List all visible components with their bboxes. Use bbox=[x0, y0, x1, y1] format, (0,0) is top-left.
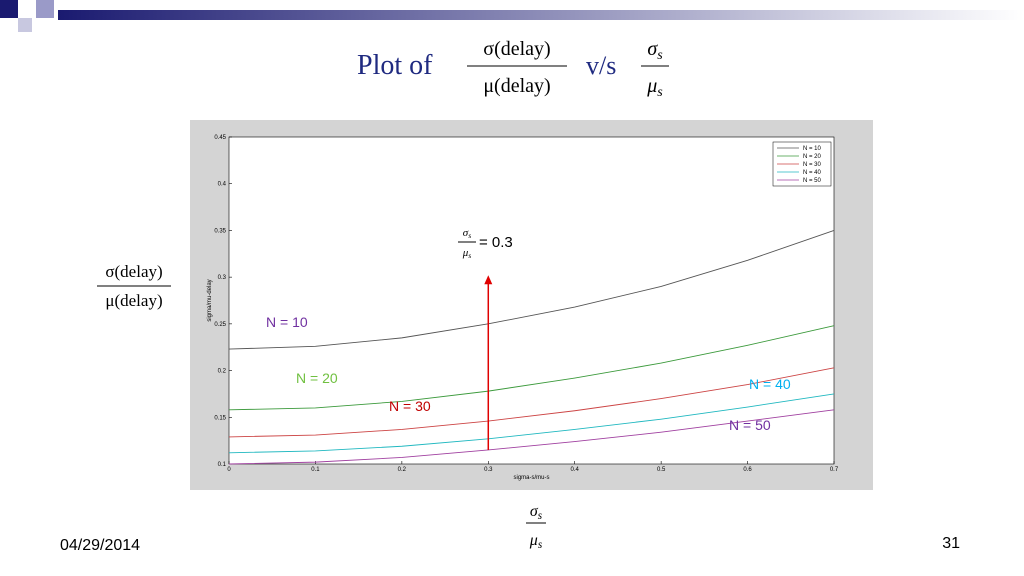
fraction-subscript: s bbox=[468, 251, 471, 260]
title-prefix: Plot of bbox=[357, 50, 433, 81]
series-annotation: N = 50 bbox=[729, 417, 771, 433]
series-line bbox=[228, 367, 835, 438]
fraction-text: μ bbox=[529, 532, 538, 549]
x-tick-label: 0.5 bbox=[657, 467, 666, 473]
fraction-den: μ(delay) bbox=[483, 75, 550, 97]
fraction-den: μs bbox=[529, 532, 543, 551]
y-tick-label: 0.45 bbox=[214, 135, 226, 141]
x-tick-label: 0.7 bbox=[830, 467, 839, 473]
series-line bbox=[228, 325, 835, 411]
x-tick-label: 0.1 bbox=[311, 467, 320, 473]
fraction-text: σ bbox=[530, 503, 539, 520]
fraction-subscript: s bbox=[657, 85, 663, 100]
legend-label: N = 40 bbox=[803, 170, 822, 176]
decor-square bbox=[0, 0, 18, 18]
plot-area bbox=[228, 136, 835, 465]
fraction-num: σs bbox=[463, 227, 471, 240]
fraction-den: μ(delay) bbox=[105, 291, 162, 310]
legend-label: N = 50 bbox=[803, 178, 822, 184]
fraction-subscript: s bbox=[657, 48, 663, 63]
fraction-den: μs bbox=[646, 75, 663, 100]
decor-bar bbox=[58, 10, 1024, 20]
fraction-text: σ bbox=[647, 38, 658, 60]
x-tick-label: 0.2 bbox=[398, 467, 407, 473]
title-vs: v/s bbox=[586, 51, 616, 80]
fraction-text: μ bbox=[646, 75, 657, 97]
y-tick-label: 0.15 bbox=[214, 415, 226, 421]
y-tick-label: 0.2 bbox=[218, 369, 227, 375]
page-number: 31 bbox=[942, 535, 960, 552]
series-line bbox=[228, 409, 835, 465]
series-line bbox=[228, 230, 835, 350]
legend-label: N = 30 bbox=[803, 162, 822, 168]
series-annotation: N = 40 bbox=[749, 376, 791, 392]
fraction-subscript: s bbox=[538, 510, 543, 522]
series-annotation: N = 10 bbox=[266, 314, 308, 330]
fraction-text: σ(delay) bbox=[105, 262, 162, 281]
fraction-den: μs bbox=[462, 247, 472, 260]
fraction-num: σs bbox=[530, 503, 543, 522]
fraction-text: μ(delay) bbox=[483, 75, 550, 97]
x-axis-label: sigma-s/mu-s bbox=[513, 475, 549, 481]
fraction-num: σ(delay) bbox=[105, 262, 162, 281]
fraction-subscript: s bbox=[538, 539, 543, 551]
x-tick-label: 0.4 bbox=[571, 467, 580, 473]
x-tick-label: 0 bbox=[227, 467, 231, 473]
y-tick-label: 0.3 bbox=[218, 275, 227, 281]
footer-date: 04/29/2014 bbox=[60, 537, 140, 554]
series-annotation: N = 30 bbox=[389, 398, 431, 414]
y-tick-label: 0.25 bbox=[214, 322, 226, 328]
decor-square bbox=[18, 18, 32, 32]
fraction-text: σ bbox=[463, 227, 469, 239]
marker-label: = 0.3 bbox=[479, 234, 513, 251]
fraction-text: μ bbox=[462, 247, 469, 259]
y-axis-label: sigma/mu-delay bbox=[207, 279, 213, 321]
x-tick-label: 0.6 bbox=[743, 467, 752, 473]
fraction-num: σ(delay) bbox=[483, 38, 550, 60]
x-tick-label: 0.3 bbox=[484, 467, 493, 473]
legend-label: N = 10 bbox=[803, 146, 822, 152]
fraction-subscript: s bbox=[468, 231, 471, 240]
fraction-text: σ(delay) bbox=[483, 38, 550, 60]
series-annotation: N = 20 bbox=[296, 370, 338, 386]
y-tick-label: 0.35 bbox=[214, 228, 226, 234]
fraction-num: σs bbox=[647, 38, 663, 63]
legend-label: N = 20 bbox=[803, 154, 822, 160]
decor-square bbox=[36, 0, 54, 18]
y-tick-label: 0.1 bbox=[218, 462, 227, 468]
marker-arrowhead bbox=[484, 275, 493, 285]
fraction-text: μ(delay) bbox=[105, 291, 162, 310]
series-line bbox=[228, 393, 835, 454]
y-tick-label: 0.4 bbox=[218, 182, 227, 188]
